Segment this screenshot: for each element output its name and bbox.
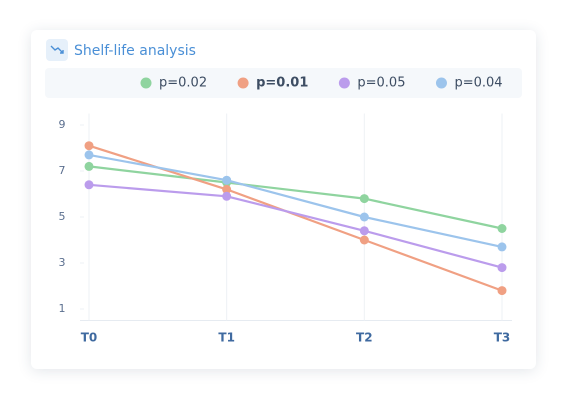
legend-bar [45, 68, 522, 98]
point [497, 263, 507, 273]
x-tick-label: T3 [494, 331, 511, 345]
x-tick-label: T0 [81, 331, 98, 345]
point [359, 194, 369, 204]
y-tick-label: 3 [59, 256, 66, 269]
point [497, 242, 507, 252]
series-line [88, 144, 503, 292]
series-line [88, 165, 503, 230]
chart-title: Shelf-life analysis [74, 43, 196, 59]
legend-label: p=0.04 [454, 76, 502, 91]
point [359, 235, 369, 245]
legend-marker [140, 77, 152, 89]
series-line [88, 153, 503, 248]
point [222, 175, 232, 185]
point [222, 191, 232, 201]
y-tick-label: 9 [59, 118, 66, 131]
point [497, 286, 507, 296]
legend-marker [237, 77, 249, 89]
y-tick-label: 7 [59, 164, 66, 177]
point [359, 212, 369, 222]
y-tick-label: 1 [59, 302, 66, 315]
x-tick-label: T2 [356, 331, 373, 345]
legend-label: p=0.02 [159, 76, 207, 91]
point [84, 141, 94, 151]
point [222, 184, 232, 194]
title-icon-bg [46, 39, 68, 61]
point [497, 224, 507, 233]
point [84, 180, 94, 190]
series-line [88, 183, 503, 269]
legend-marker [435, 77, 447, 89]
y-tick-label: 5 [59, 210, 66, 223]
point [84, 150, 94, 160]
point [84, 161, 94, 171]
legend-marker [338, 77, 350, 89]
title-icon [50, 45, 64, 54]
point [359, 226, 369, 236]
legend-label: p=0.01 [256, 76, 308, 91]
x-tick-label: T1 [218, 331, 235, 345]
legend-label: p=0.05 [357, 76, 405, 91]
